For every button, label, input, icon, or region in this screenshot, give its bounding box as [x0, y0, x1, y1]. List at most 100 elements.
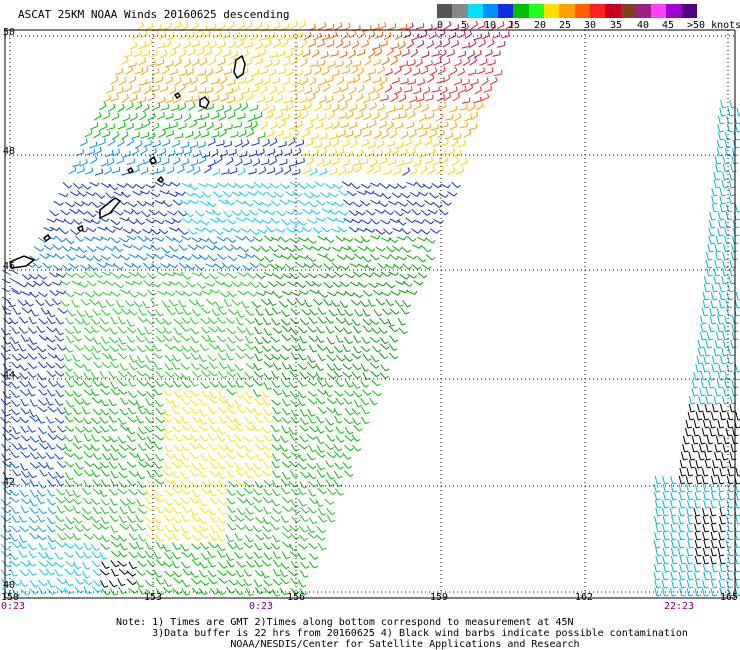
wind-barb: [296, 519, 301, 523]
wind-barb: [119, 424, 127, 431]
wind-barb: [368, 57, 372, 62]
wind-barb: [41, 519, 46, 523]
wind-barb: [221, 329, 226, 333]
wind-barb: [352, 325, 359, 334]
wind-barb: [318, 273, 326, 279]
wind-barb: [258, 281, 265, 289]
wind-barb: [297, 454, 304, 462]
wind-barb: [280, 487, 287, 495]
wind-barb: [185, 476, 190, 480]
wind-barb: [400, 307, 407, 315]
wind-barb: [288, 543, 294, 551]
wind-barb: [99, 105, 107, 111]
wind-barb: [221, 555, 226, 558]
wind-barb: [159, 458, 164, 462]
wind-barb: [133, 220, 138, 225]
wind-barb: [184, 421, 189, 424]
wind-barb: [193, 192, 201, 199]
wind-barb: [72, 218, 80, 225]
wind-barb: [313, 521, 318, 525]
wind-barb: [165, 272, 173, 277]
wind-barb: [173, 372, 181, 379]
wind-barb: [270, 59, 273, 65]
wind-barb: [34, 276, 39, 280]
wind-barb: [149, 547, 154, 550]
wind-barb: [232, 340, 237, 344]
wind-barb: [83, 533, 91, 540]
wind-barb: [297, 130, 300, 135]
wind-barb: [257, 158, 261, 163]
wind-barb: [259, 509, 263, 513]
wind-barb: [108, 183, 115, 191]
wind-barb: [124, 447, 129, 451]
wind-barb: [83, 363, 89, 372]
wind-barb: [178, 53, 187, 59]
wind-barb: [234, 434, 241, 441]
wind-barb: [220, 66, 223, 71]
wind-barb: [470, 24, 478, 30]
wind-barb: [141, 365, 146, 369]
wind-barb: [331, 107, 340, 113]
wind-barb: [390, 290, 399, 296]
wind-barb: [89, 446, 93, 451]
wind-barb: [101, 271, 110, 276]
wind-barb: [275, 121, 278, 126]
wind-barb: [199, 61, 208, 67]
wind-barb: [339, 86, 341, 91]
wind-barb: [178, 139, 180, 144]
wind-barb: [312, 227, 320, 234]
wind-barb: [205, 57, 208, 62]
wind-barb: [83, 344, 90, 352]
wind-barb: [43, 402, 48, 406]
wind-barb: [403, 89, 412, 93]
wind-barb: [131, 150, 139, 156]
wind-barb: [243, 435, 250, 443]
wind-barb: [90, 543, 97, 551]
wind-barb: [384, 21, 387, 27]
wind-barb: [119, 499, 126, 506]
wind-barb: [41, 421, 46, 424]
wind-barb: [248, 449, 253, 453]
wind-barb: [231, 419, 236, 423]
wind-barb: [356, 323, 361, 327]
wind-barb: [304, 519, 309, 522]
wind-barb: [272, 253, 281, 259]
wind-barb: [65, 271, 73, 278]
wind-barb: [140, 33, 148, 39]
wind-barb: [318, 291, 326, 298]
wind-barb: [37, 237, 46, 243]
wind-barb: [298, 211, 303, 215]
wind-barb: [105, 280, 113, 286]
wind-barb: [261, 201, 269, 207]
wind-barb: [213, 320, 218, 324]
wind-barb: [186, 22, 189, 27]
wind-barb: [388, 352, 396, 360]
wind-barb: [341, 181, 350, 187]
wind-barb: [277, 447, 281, 451]
wind-barb: [388, 325, 396, 333]
wind-barb: [250, 202, 254, 207]
wind-barb: [151, 126, 160, 131]
wind-barb: [59, 557, 64, 560]
wind-barb: [286, 222, 291, 226]
wind-barb: [126, 182, 134, 189]
wind-barb: [164, 219, 173, 225]
wind-barb: [51, 502, 56, 506]
wind-barb: [302, 395, 307, 399]
colorbar-tick-label: 35: [610, 20, 623, 31]
wind-barb: [154, 160, 162, 166]
wind-barb: [368, 123, 377, 129]
wind-barb: [260, 447, 265, 451]
wind-barb: [22, 546, 28, 549]
wind-barb: [398, 289, 406, 294]
wind-barb: [431, 54, 440, 57]
wind-barb: [421, 245, 429, 253]
wind-barb: [223, 501, 228, 506]
wind-barb: [361, 149, 364, 154]
wind-barb: [334, 193, 339, 198]
wind-barb: [419, 169, 428, 175]
wind-barb: [165, 133, 174, 138]
wind-barb: [130, 431, 136, 435]
wind-barb: [52, 347, 57, 351]
wind-barb: [120, 266, 124, 270]
